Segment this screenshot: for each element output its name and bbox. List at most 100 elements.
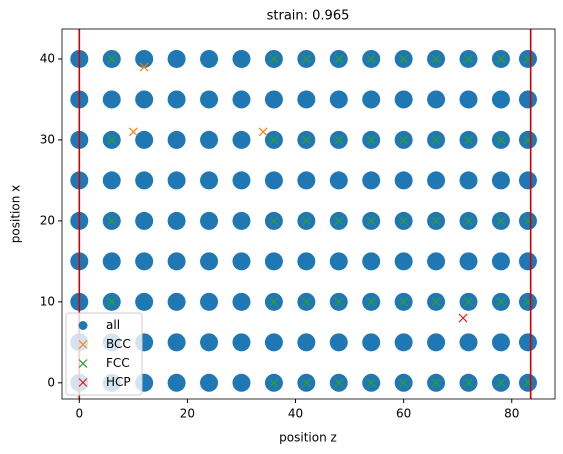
- legend-marker: [78, 359, 88, 368]
- point: [399, 378, 409, 388]
- x-tick-label: 0: [75, 407, 83, 421]
- point: [232, 373, 251, 392]
- point: [491, 252, 510, 271]
- point: [232, 211, 251, 230]
- x-tick-label: 40: [288, 407, 303, 421]
- point: [518, 333, 537, 352]
- point: [518, 90, 537, 109]
- point: [431, 378, 441, 388]
- point: [135, 171, 154, 190]
- point: [431, 216, 441, 226]
- point: [366, 216, 376, 226]
- point: [139, 62, 149, 72]
- point: [491, 333, 510, 352]
- point: [431, 54, 441, 64]
- point: [200, 333, 219, 352]
- point: [297, 171, 316, 190]
- point: [366, 297, 376, 307]
- point: [135, 292, 154, 311]
- point: [107, 216, 117, 226]
- point: [264, 171, 283, 190]
- point: [200, 171, 219, 190]
- point: [167, 49, 186, 68]
- point: [269, 297, 279, 307]
- point: [297, 252, 316, 271]
- y-tick-label: 10: [40, 294, 55, 308]
- point: [167, 90, 186, 109]
- point: [464, 135, 473, 145]
- point: [496, 54, 506, 64]
- point: [399, 135, 409, 145]
- legend-box: [65, 312, 143, 396]
- point: [200, 373, 219, 392]
- point: [107, 135, 117, 145]
- point: [200, 49, 219, 68]
- point: [459, 90, 478, 109]
- point: [394, 252, 413, 271]
- point: [301, 216, 311, 226]
- point: [464, 297, 473, 307]
- point: [394, 171, 413, 190]
- point: [399, 216, 409, 226]
- legend-marker: [78, 340, 88, 349]
- point: [459, 252, 478, 271]
- point: [167, 252, 186, 271]
- point: [135, 49, 154, 68]
- point: [459, 171, 478, 190]
- point: [135, 130, 154, 149]
- point: [264, 333, 283, 352]
- point: [334, 378, 344, 388]
- point: [334, 135, 344, 145]
- point: [427, 171, 446, 190]
- point: [102, 252, 121, 271]
- point: [491, 90, 510, 109]
- x-axis-label: position z: [279, 431, 337, 445]
- x-tick-label: 60: [396, 407, 411, 421]
- point: [167, 130, 186, 149]
- x-tick-label: 80: [504, 407, 519, 421]
- point: [232, 333, 251, 352]
- point: [200, 292, 219, 311]
- point: [232, 130, 251, 149]
- legend-label: all: [106, 318, 120, 332]
- point: [334, 54, 344, 64]
- point: [269, 378, 279, 388]
- point: [464, 54, 473, 64]
- point: [167, 333, 186, 352]
- point: [464, 378, 473, 388]
- point: [518, 252, 537, 271]
- point: [135, 90, 154, 109]
- point: [366, 378, 376, 388]
- point: [427, 90, 446, 109]
- legend-label: HCP: [106, 375, 131, 389]
- point: [496, 216, 506, 226]
- point: [496, 297, 506, 307]
- point: [167, 373, 186, 392]
- point: [102, 90, 121, 109]
- y-axis-label: position x: [9, 185, 23, 243]
- point: [427, 252, 446, 271]
- x-tick-label: 20: [180, 407, 195, 421]
- point: [458, 313, 468, 323]
- point: [135, 252, 154, 271]
- point: [128, 127, 138, 137]
- point: [431, 297, 441, 307]
- point: [200, 211, 219, 230]
- point: [301, 297, 311, 307]
- point: [329, 171, 348, 190]
- point: [232, 171, 251, 190]
- axes-frame: [61, 28, 556, 400]
- point: [329, 252, 348, 271]
- point: [491, 171, 510, 190]
- point: [297, 90, 316, 109]
- point: [107, 54, 117, 64]
- point: [464, 216, 473, 226]
- point: [232, 292, 251, 311]
- point: [362, 90, 381, 109]
- legend-marker: [78, 378, 88, 387]
- point: [232, 49, 251, 68]
- y-tick-label: 20: [40, 213, 55, 227]
- point: [167, 292, 186, 311]
- y-tick-label: 30: [40, 132, 55, 146]
- point: [334, 216, 344, 226]
